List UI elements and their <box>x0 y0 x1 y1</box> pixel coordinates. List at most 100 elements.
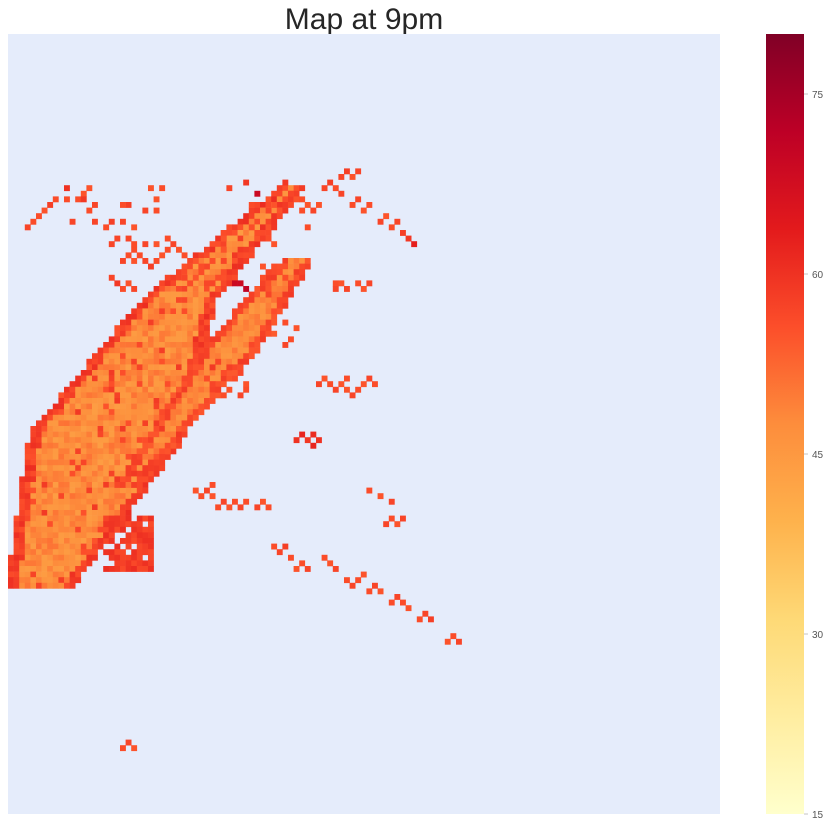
heatmap-cell <box>226 224 233 231</box>
heatmap-cell <box>120 493 126 500</box>
heatmap-cell <box>254 314 261 320</box>
heatmap-cell <box>36 437 42 444</box>
heatmap-cell <box>187 353 194 360</box>
heatmap-cell <box>36 465 42 472</box>
heatmap-cell <box>108 370 115 376</box>
heatmap-cell <box>120 454 126 460</box>
heatmap-cell <box>209 241 216 248</box>
heatmap-cell <box>383 213 390 220</box>
heatmap-cell <box>209 370 216 376</box>
heatmap-cell <box>80 442 87 449</box>
heatmap-cell <box>13 554 20 561</box>
heatmap-cell <box>131 392 138 399</box>
heatmap-cell <box>97 431 104 438</box>
heatmap-cell <box>232 319 238 326</box>
heatmap-cell <box>97 526 104 533</box>
heatmap-cell <box>209 375 216 382</box>
heatmap-cell <box>176 442 182 449</box>
heatmap-cell <box>148 543 154 550</box>
heatmap-cell <box>58 577 65 584</box>
heatmap-cell <box>52 409 59 416</box>
heatmap-cell <box>237 330 244 337</box>
heatmap-cell <box>125 465 132 472</box>
heatmap-cell <box>299 274 306 281</box>
heatmap-cell <box>344 375 350 382</box>
colorbar-tick-label: 75 <box>812 90 824 101</box>
heatmap-cell <box>120 431 126 438</box>
heatmap-cell <box>142 398 149 404</box>
heatmap-cell <box>69 493 76 500</box>
heatmap-cell <box>170 442 177 449</box>
heatmap-cell <box>248 213 255 220</box>
heatmap-cell <box>243 381 250 388</box>
heatmap-cell <box>120 375 126 382</box>
heatmap-cell <box>360 381 367 388</box>
heatmap-cell <box>232 269 238 276</box>
heatmap-cell <box>260 235 266 242</box>
heatmap-cell <box>103 347 110 354</box>
heatmap-cell <box>103 442 110 449</box>
heatmap-cell <box>58 392 65 399</box>
heatmap-cell <box>355 577 362 584</box>
heatmap-cell <box>148 476 154 483</box>
heatmap-cell <box>69 420 76 427</box>
heatmap-cell <box>159 252 166 259</box>
heatmap-cell <box>69 582 76 589</box>
heatmap-cell <box>142 336 149 343</box>
heatmap-cell <box>282 342 289 348</box>
heatmap-cell <box>108 426 115 432</box>
heatmap-cell <box>97 398 104 404</box>
heatmap-cell <box>58 420 65 427</box>
heatmap-cell <box>97 364 104 371</box>
heatmap-cell <box>299 185 306 192</box>
heatmap-cell <box>24 498 31 505</box>
heatmap-cell <box>271 241 278 248</box>
heatmap-cell <box>30 532 37 539</box>
heatmap-cell <box>159 358 166 365</box>
heatmap-cell <box>24 566 31 572</box>
heatmap-cell <box>69 566 76 572</box>
heatmap-cell <box>80 420 87 427</box>
heatmap-cell <box>136 314 143 320</box>
heatmap-cell <box>64 437 70 444</box>
heatmap-cell <box>265 297 272 304</box>
heatmap-cell <box>120 498 126 505</box>
heatmap-cell <box>41 493 48 500</box>
heatmap-cell <box>92 364 98 371</box>
heatmap-cell <box>237 258 244 264</box>
heatmap-cell <box>92 358 98 365</box>
heatmap-cell <box>153 459 160 466</box>
heatmap-cell <box>226 263 233 270</box>
heatmap-cell <box>265 269 272 276</box>
heatmap-cell <box>52 420 59 427</box>
heatmap-cell <box>276 269 283 276</box>
heatmap-cell <box>69 526 76 533</box>
heatmap-cell <box>30 470 37 477</box>
heatmap-cell <box>13 560 20 567</box>
heatmap-cell <box>120 560 126 567</box>
heatmap-cell <box>304 263 311 270</box>
heatmap-cell <box>136 375 143 382</box>
heatmap-cell <box>271 263 278 270</box>
heatmap-cell <box>64 566 70 572</box>
heatmap-cell <box>142 470 149 477</box>
heatmap-cell <box>92 375 98 382</box>
heatmap-cell <box>282 207 289 214</box>
heatmap-cell <box>86 465 93 472</box>
heatmap-cell <box>383 521 390 528</box>
heatmap-cell <box>209 314 216 320</box>
heatmap-cell <box>103 498 110 505</box>
heatmap-cell <box>86 358 93 365</box>
heatmap-cell <box>142 330 149 337</box>
heatmap-cell <box>226 504 233 511</box>
heatmap-cell <box>80 459 87 466</box>
heatmap-cell <box>136 386 143 393</box>
heatmap-cell <box>75 386 82 393</box>
heatmap-cell <box>36 510 42 516</box>
heatmap-cell <box>69 521 76 528</box>
heatmap-cell <box>142 476 149 483</box>
heatmap-cell <box>19 487 26 494</box>
heatmap-cell <box>52 431 59 438</box>
heatmap-cell <box>164 398 171 404</box>
heatmap-cell <box>92 487 98 494</box>
